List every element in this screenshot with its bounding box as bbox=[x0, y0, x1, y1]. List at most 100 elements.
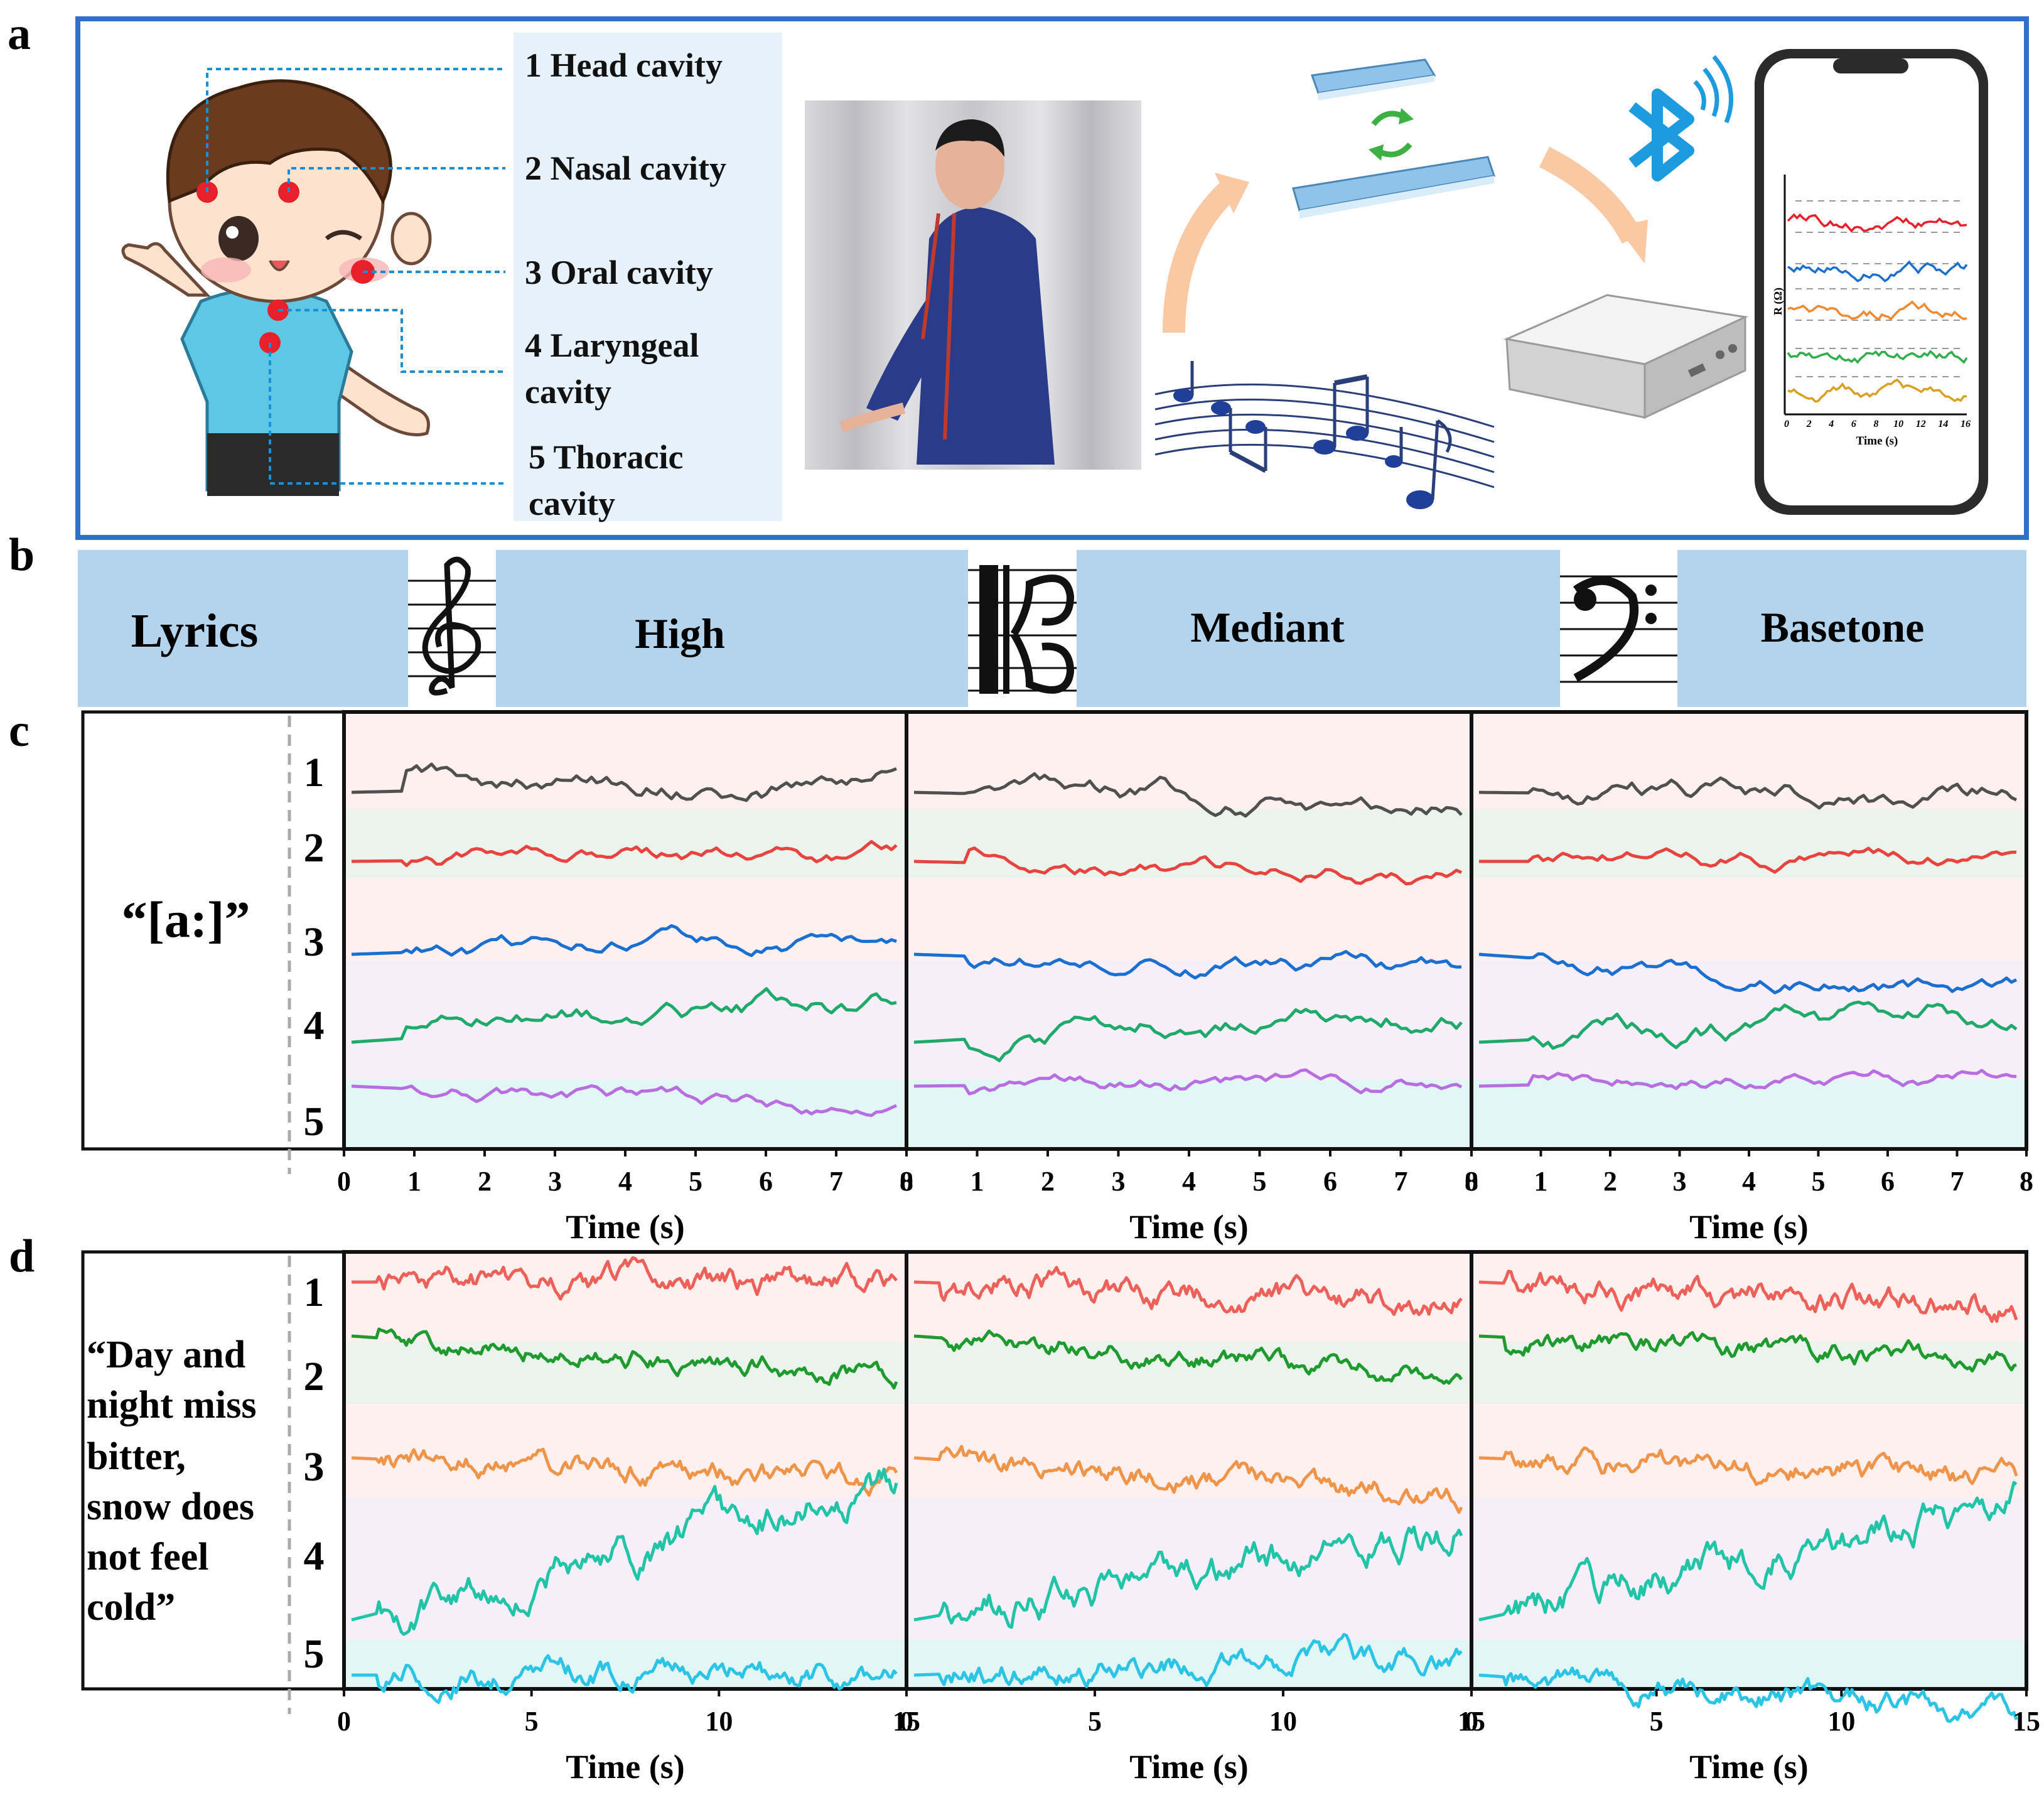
signal-trace-4 bbox=[913, 1525, 1463, 1629]
pitch-header-bar: Lyrics High Mediant Basetone bbox=[78, 550, 2026, 707]
background-band bbox=[1471, 878, 2026, 961]
signal-trace-2 bbox=[913, 1329, 1463, 1385]
signal-trace-1 bbox=[913, 1266, 1463, 1317]
signal-trace-5 bbox=[1478, 1069, 2017, 1091]
cavity-label-head: 1 Head cavity bbox=[525, 46, 723, 84]
x-axis-label: Time (s) bbox=[566, 1748, 684, 1786]
arrow-down-icon bbox=[1616, 220, 1648, 264]
background-band bbox=[1471, 1498, 2026, 1640]
channel-number-4: 4 bbox=[304, 1003, 325, 1048]
signal-trace-2 bbox=[1479, 846, 2017, 874]
signal-trace-4 bbox=[1478, 1480, 2018, 1622]
x-tick-label: 3 bbox=[1673, 1166, 1687, 1197]
phone-plot-tick: 16 bbox=[1961, 419, 1971, 429]
panel-label-a: a bbox=[8, 8, 31, 60]
background-band bbox=[1471, 1640, 2026, 1688]
x-tick-label: 2 bbox=[478, 1166, 492, 1197]
phone-plot-tick: 4 bbox=[1828, 419, 1834, 429]
phone-plot-tick: 12 bbox=[1916, 419, 1926, 429]
x-tick-label: 3 bbox=[1112, 1166, 1126, 1197]
singer-photograph bbox=[805, 100, 1141, 470]
background-band bbox=[344, 1253, 906, 1341]
background-band bbox=[1471, 961, 2026, 1080]
x-tick-label: 1 bbox=[407, 1166, 421, 1197]
signal-trace-3 bbox=[1478, 952, 2018, 995]
lyric-line-6: cold” bbox=[87, 1586, 175, 1629]
channel-number-2: 2 bbox=[304, 1354, 325, 1399]
x-tick-label: 15 bbox=[893, 1706, 920, 1737]
x-tick-label: 15 bbox=[2013, 1706, 2040, 1737]
x-tick-label: 6 bbox=[1323, 1166, 1337, 1197]
signal-trace-5 bbox=[913, 1068, 1463, 1096]
channel-number-3: 3 bbox=[304, 1444, 325, 1490]
x-tick-label: 6 bbox=[759, 1166, 773, 1197]
x-tick-label: 4 bbox=[1742, 1166, 1756, 1197]
signal-trace-1 bbox=[913, 772, 1463, 818]
signal-trace-5 bbox=[351, 1084, 898, 1118]
signal-trace-4 bbox=[351, 1467, 898, 1636]
signal-trace-2 bbox=[351, 1327, 898, 1390]
workflow-arrows bbox=[1163, 146, 1648, 333]
x-tick-label: 4 bbox=[618, 1166, 632, 1197]
signal-trace-3 bbox=[913, 1445, 1463, 1514]
x-tick-label: 8 bbox=[1465, 1166, 1478, 1197]
phone-plot-tick: 10 bbox=[1893, 419, 1903, 429]
panel-label-d: d bbox=[9, 1231, 35, 1282]
x-tick-label: 7 bbox=[829, 1166, 843, 1197]
background-band bbox=[344, 713, 906, 809]
x-tick-label: 8 bbox=[2020, 1166, 2033, 1197]
x-tick-label: 5 bbox=[689, 1166, 702, 1197]
phone-plot-tick: 0 bbox=[1784, 419, 1789, 429]
bluetooth-icon bbox=[1628, 55, 1734, 181]
x-axis-label: Time (s) bbox=[1129, 1748, 1248, 1786]
strain-sensor-icon bbox=[1292, 58, 1495, 218]
signal-trace-4 bbox=[351, 987, 897, 1044]
channel-number-1: 1 bbox=[304, 750, 325, 795]
lyric-text-aa: “[a:]” bbox=[122, 891, 250, 948]
phone-trace-5 bbox=[1787, 378, 1967, 403]
x-axis-label: Time (s) bbox=[566, 1208, 684, 1246]
background-band bbox=[344, 809, 906, 878]
cavity-label-box bbox=[514, 33, 782, 521]
phone-plot-ylabel: R (Ω) bbox=[1772, 288, 1785, 315]
phone-resistance-plot: R (Ω) 0 2 4 6 8 10 12 14 16 Time (s) bbox=[1772, 175, 1971, 448]
x-tick-label: 0 bbox=[337, 1706, 351, 1737]
x-tick-label: 3 bbox=[548, 1166, 562, 1197]
subplot-frame bbox=[1470, 1250, 2028, 1691]
x-tick-label: 1 bbox=[971, 1166, 984, 1197]
channel-number-5: 5 bbox=[304, 1099, 325, 1145]
x-tick-label: 5 bbox=[1650, 1706, 1664, 1737]
cavity-label-thoracic-2: cavity bbox=[529, 485, 615, 522]
background-band bbox=[1471, 1404, 2026, 1498]
background-band bbox=[906, 713, 1471, 809]
cartoon-singer-illustration bbox=[121, 79, 432, 496]
x-tick-label: 2 bbox=[1041, 1166, 1055, 1197]
signal-trace-1 bbox=[352, 1256, 898, 1301]
lyric-line-4: snow does bbox=[87, 1485, 254, 1528]
mediant-heading: Mediant bbox=[1190, 603, 1345, 651]
x-tick-label: 5 bbox=[1253, 1166, 1267, 1197]
x-tick-label: 4 bbox=[1182, 1166, 1196, 1197]
x-tick-label: 8 bbox=[900, 1166, 913, 1197]
background-band bbox=[344, 1498, 906, 1640]
high-heading: High bbox=[635, 610, 725, 657]
signal-trace-3 bbox=[1478, 1446, 2018, 1486]
background-band bbox=[906, 1341, 1471, 1404]
high-cell bbox=[496, 550, 968, 707]
phone-trace-4 bbox=[1787, 350, 1968, 364]
arrow-up-icon bbox=[1215, 173, 1249, 213]
channel-number-3: 3 bbox=[304, 919, 325, 965]
signal-trace-5 bbox=[913, 1632, 1463, 1688]
cavity-labels: 1 Head cavity 2 Nasal cavity 3 Oral cavi… bbox=[525, 46, 726, 522]
signal-trace-3 bbox=[351, 1447, 898, 1497]
background-band bbox=[1471, 1080, 2026, 1148]
treble-clef-icon bbox=[408, 556, 496, 696]
signal-trace-3 bbox=[913, 950, 1462, 980]
phone-trace-1 bbox=[1787, 213, 1967, 233]
x-tick-label: 5 bbox=[525, 1706, 539, 1737]
cavity-label-thoracic-1: 5 Thoracic bbox=[529, 438, 683, 476]
x-tick-label: 5 bbox=[1088, 1706, 1102, 1737]
lyrics-cell bbox=[78, 550, 408, 707]
